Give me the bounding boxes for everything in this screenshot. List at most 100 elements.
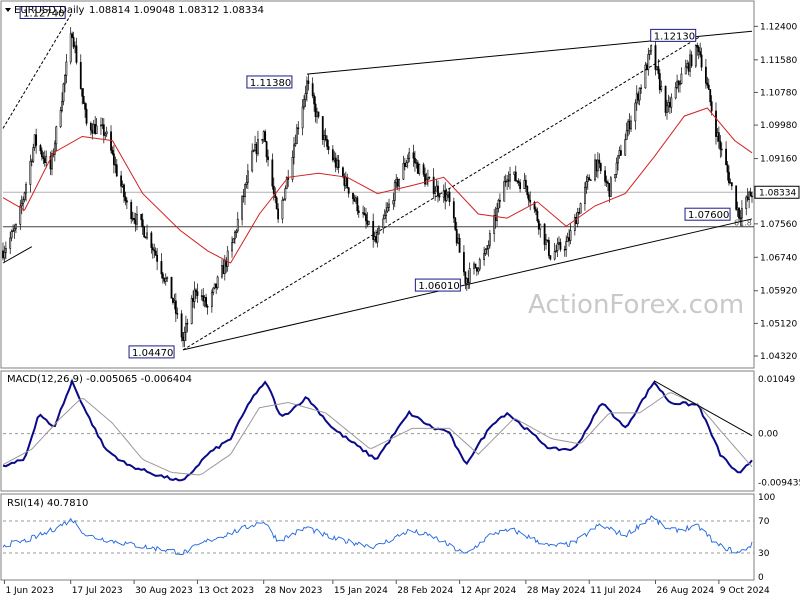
candle-body	[140, 213, 143, 221]
candle-body	[513, 171, 516, 175]
candle-body	[536, 210, 539, 222]
candle-body	[356, 197, 359, 212]
candle-body	[468, 268, 471, 283]
candle-body	[79, 62, 82, 89]
candle-body	[607, 182, 609, 184]
candle-body	[336, 159, 339, 168]
candle-body	[213, 283, 216, 289]
price-tick-label: 1.04320	[760, 352, 797, 362]
candle-body	[4, 248, 7, 253]
candle-body	[503, 181, 506, 202]
swing-label-text: 1.07600	[688, 210, 729, 221]
candle-body	[674, 87, 677, 99]
candle-body	[484, 249, 487, 254]
candle-body	[746, 196, 749, 200]
candle-body	[696, 44, 699, 48]
candle-body	[684, 66, 687, 75]
candle-body	[735, 185, 738, 210]
candle-body	[519, 182, 521, 189]
date-tick-label: 30 Aug 2023	[135, 586, 193, 596]
candle-body	[131, 217, 134, 220]
candle-body	[428, 176, 431, 179]
candle-body	[710, 101, 713, 112]
price-layer: 61.8 1.12740 1.11380 1.04470 1.06010 1.12130 1…	[2, 5, 754, 359]
candle-body	[344, 177, 347, 186]
candle-body	[32, 147, 35, 162]
candle-body	[200, 295, 203, 297]
candle-body	[617, 155, 619, 164]
candle-body	[185, 322, 187, 333]
candle-body	[262, 131, 265, 141]
candle-body	[523, 179, 526, 189]
candle-body	[113, 153, 115, 165]
candle-body	[437, 185, 439, 196]
candle-body	[254, 144, 256, 152]
candle-body	[726, 164, 729, 173]
candle-body	[549, 255, 552, 260]
candle-body	[251, 150, 254, 172]
candle-body	[566, 237, 569, 242]
candle-body	[448, 191, 451, 203]
candle-body	[728, 171, 730, 184]
candle-body	[43, 158, 46, 163]
candle-body	[210, 292, 213, 307]
candle-body	[516, 180, 519, 182]
candle-body	[738, 207, 740, 219]
candle-body	[699, 51, 702, 56]
candle-body	[739, 217, 742, 220]
candle-body	[483, 253, 485, 260]
macd-trendline	[653, 380, 753, 437]
candle-body	[343, 176, 346, 186]
date-tick-label: 15 Jan 2024	[334, 586, 388, 596]
candle-body	[241, 195, 244, 220]
candle-body	[193, 289, 196, 302]
candle-body	[271, 159, 274, 187]
candle-body	[415, 162, 418, 164]
candle-body	[59, 110, 62, 128]
candle-body	[412, 152, 415, 159]
candle-body	[130, 201, 133, 220]
candle-body	[524, 179, 527, 187]
candle-body	[690, 54, 693, 67]
candle-body	[365, 214, 367, 222]
candle-body	[697, 46, 700, 52]
macd-label: MACD(12,26,9) -0.005065 -0.006404	[7, 374, 192, 385]
candle-body	[595, 159, 598, 172]
candle-body	[306, 80, 308, 94]
candle-body	[81, 88, 84, 97]
candle-body	[62, 83, 65, 102]
candle-body	[725, 148, 727, 165]
candle-body	[281, 199, 284, 220]
date-tick-label: 28 Nov 2023	[265, 586, 323, 596]
trendline	[182, 218, 753, 351]
candle-body	[144, 236, 147, 239]
candle-body	[517, 180, 520, 183]
candle-body	[136, 213, 138, 225]
candle-body	[317, 111, 320, 117]
rsi-panel-frame	[0, 493, 755, 581]
candle-body	[102, 124, 105, 136]
candle-body	[638, 88, 641, 101]
candle-body	[474, 263, 477, 268]
candle-body	[215, 283, 218, 289]
candle-body	[497, 199, 500, 209]
candle-body	[637, 93, 640, 101]
candle-body	[327, 146, 330, 150]
swing-label-text: 1.06010	[418, 281, 459, 292]
candle-body	[321, 116, 324, 140]
candle-body	[648, 50, 651, 55]
candle-body	[9, 237, 12, 249]
candle-body	[206, 305, 209, 308]
candle-body	[362, 212, 364, 214]
candle-body	[216, 276, 219, 289]
candle-body	[314, 103, 317, 117]
candle-body	[134, 219, 137, 225]
candle-body	[89, 123, 92, 131]
candle-body	[110, 131, 112, 151]
candle-body	[630, 120, 632, 130]
swing-label-box	[414, 278, 461, 292]
candle-body	[408, 152, 411, 159]
candle-body	[447, 191, 449, 196]
candle-body	[146, 232, 148, 239]
candle-body	[105, 131, 108, 135]
